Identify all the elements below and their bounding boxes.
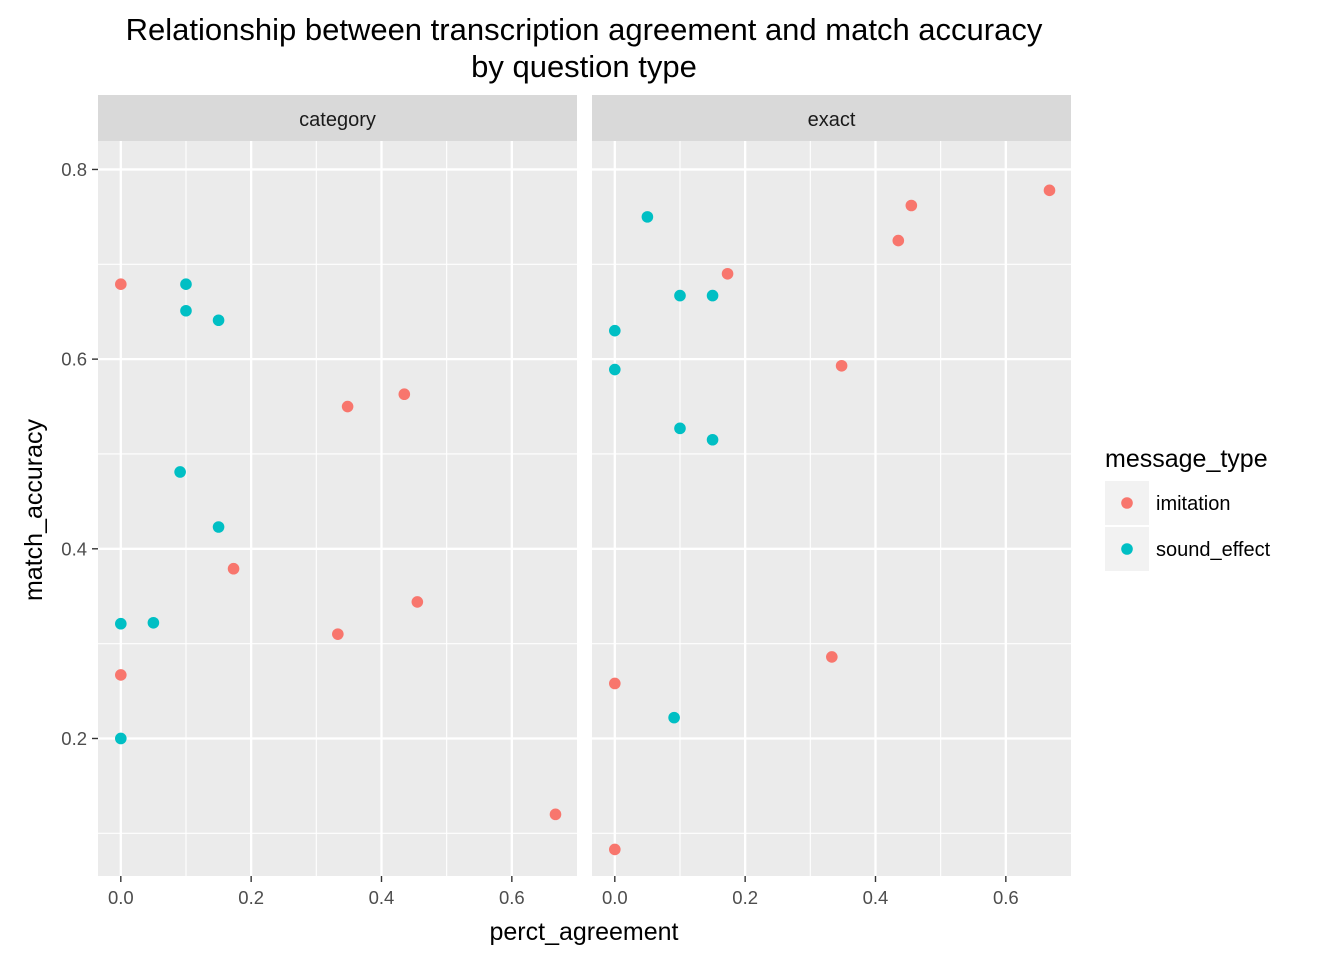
y-tick-label: 0.6: [61, 349, 87, 370]
data-point-sound_effect: [609, 363, 621, 376]
legend: message_type imitation sound_effect: [1105, 445, 1271, 571]
legend-item-sound_effect: sound_effect: [1105, 527, 1271, 571]
y-tick-label: 0.8: [61, 159, 87, 180]
data-point-imitation: [332, 628, 344, 640]
x-tick-label: 0.6: [993, 887, 1019, 908]
data-point-imitation: [721, 267, 734, 280]
facet-panel-category: category 0.0 0.2 0.4 0.6 0.2 0.4 0.6 0.8: [61, 95, 577, 908]
chart-title-line-2: by question type: [471, 49, 697, 84]
facet-strip-label: category: [299, 109, 376, 131]
x-tick-label: 0.0: [602, 887, 628, 908]
legend-label: sound_effect: [1156, 539, 1271, 561]
y-tick-label: 0.4: [61, 538, 87, 559]
legend-label: imitation: [1156, 493, 1230, 515]
facet-strip: [592, 95, 1071, 141]
x-axis-title: perct_agreement: [489, 918, 678, 946]
y-tick-label: 0.2: [61, 728, 87, 749]
data-point-sound_effect: [174, 466, 186, 478]
facet-panel-exact: exact 0.0 0.2 0.4 0.6: [592, 95, 1071, 908]
data-point-imitation: [411, 596, 424, 608]
data-point-imitation: [609, 677, 621, 690]
facet-strip: [98, 95, 577, 141]
data-point-imitation: [609, 843, 621, 856]
x-tick-label: 0.4: [369, 887, 395, 908]
data-point-imitation: [1043, 184, 1056, 197]
plot-background: [98, 141, 577, 876]
data-point-imitation: [892, 234, 905, 247]
data-point-imitation: [227, 562, 240, 575]
chart-title-line-1: Relationship between transcription agree…: [126, 12, 1043, 47]
facet-strip-label: exact: [808, 109, 856, 131]
data-point-imitation: [905, 199, 918, 212]
data-point-imitation: [115, 278, 127, 291]
data-point-sound_effect: [147, 616, 160, 629]
data-point-sound_effect: [115, 617, 127, 630]
data-point-sound_effect: [212, 314, 225, 327]
data-point-imitation: [115, 669, 127, 681]
data-point-sound_effect: [641, 211, 654, 223]
data-point-sound_effect: [212, 521, 225, 533]
legend-marker: [1121, 543, 1133, 555]
data-point-imitation: [398, 388, 411, 401]
data-point-sound_effect: [674, 422, 686, 435]
x-tick-label: 0.0: [108, 887, 134, 908]
data-point-imitation: [826, 651, 838, 663]
facet-panels: category 0.0 0.2 0.4 0.6 0.2 0.4 0.6 0.8 exact 0.0…: [61, 95, 1071, 908]
data-point-imitation: [835, 359, 848, 372]
chart-title: Relationship between transcription agree…: [126, 12, 1043, 84]
data-point-sound_effect: [180, 278, 192, 291]
legend-marker: [1121, 497, 1133, 509]
plot-background: [592, 141, 1071, 876]
data-point-imitation: [341, 400, 354, 413]
data-point-sound_effect: [115, 732, 127, 745]
y-axis-title: match_accuracy: [20, 418, 48, 601]
data-point-sound_effect: [706, 433, 719, 446]
x-tick-label: 0.2: [732, 887, 758, 908]
data-point-imitation: [549, 808, 562, 821]
data-point-sound_effect: [706, 289, 719, 302]
x-tick-label: 0.4: [863, 887, 889, 908]
data-point-sound_effect: [609, 324, 621, 337]
legend-item-imitation: imitation: [1105, 481, 1230, 525]
data-point-sound_effect: [180, 304, 192, 317]
data-point-sound_effect: [668, 711, 680, 724]
legend-title: message_type: [1105, 445, 1268, 473]
data-point-sound_effect: [674, 289, 686, 302]
x-tick-label: 0.6: [499, 887, 525, 908]
x-tick-label: 0.2: [238, 887, 264, 908]
